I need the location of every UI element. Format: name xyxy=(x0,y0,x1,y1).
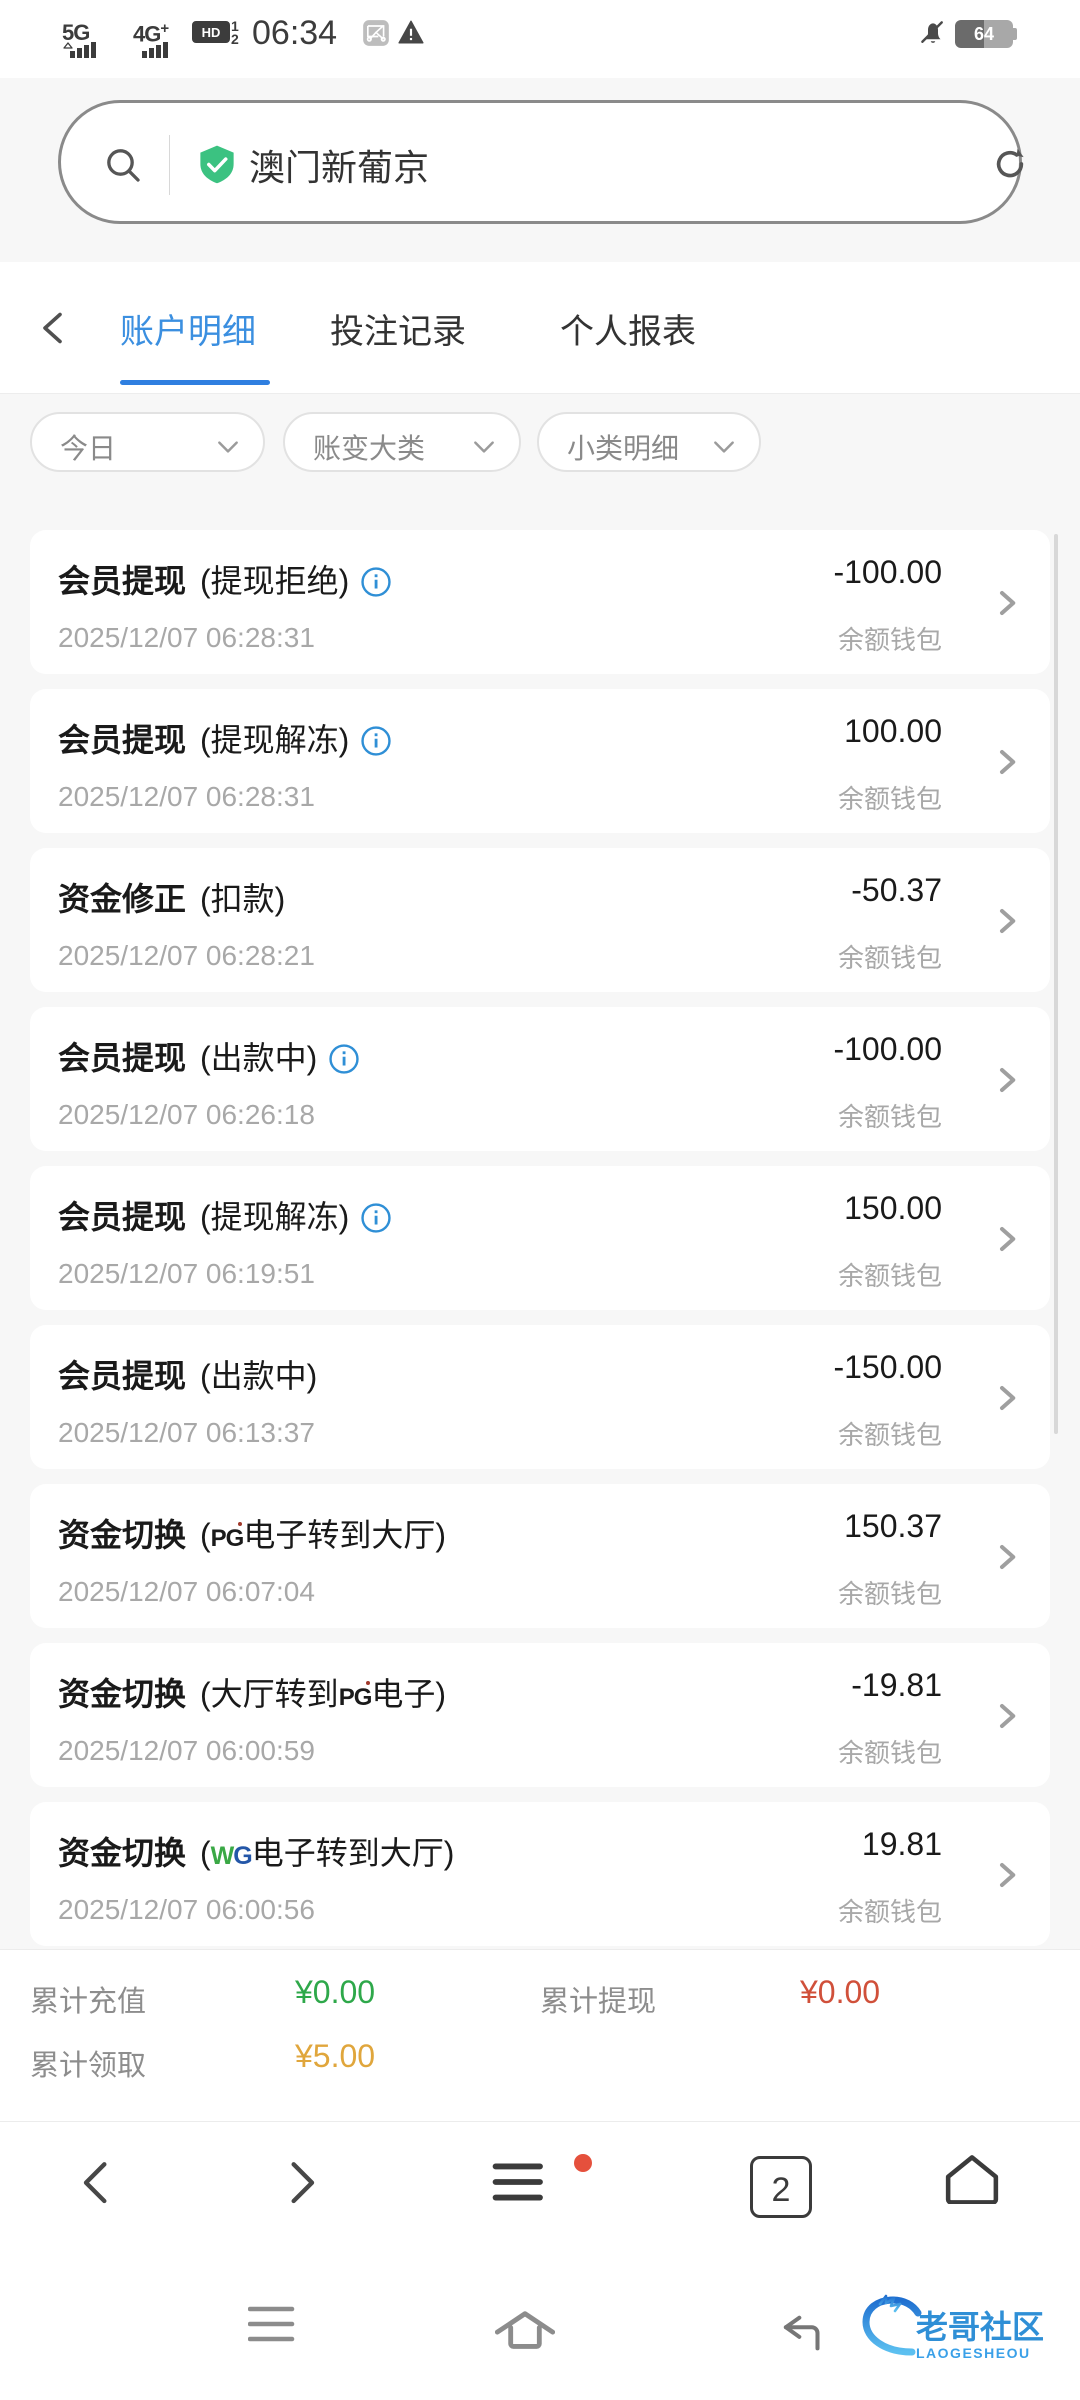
svg-text:LAOGESHEOU: LAOGESHEOU xyxy=(916,2345,1031,2361)
svg-text:老哥社区: 老哥社区 xyxy=(916,2309,1044,2345)
